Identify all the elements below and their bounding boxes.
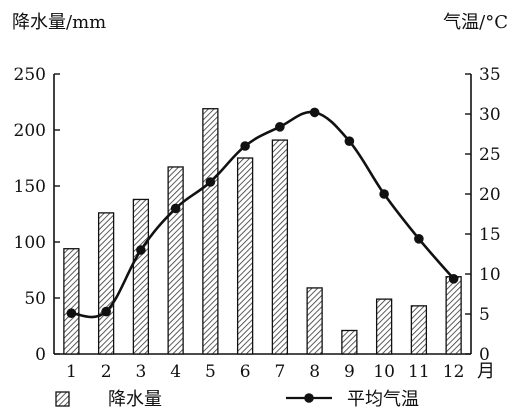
x-tick-label: 7 [274, 362, 285, 382]
precipitation-bar [306, 287, 323, 355]
right-y-tick-label: 35 [479, 65, 501, 85]
legend-precipitation-label: 降水量 [108, 389, 162, 410]
temperature-point [275, 122, 285, 132]
right-y-tick-label: 15 [479, 225, 501, 245]
precipitation-bar [445, 276, 462, 355]
right-y-tick-label: 5 [479, 305, 490, 325]
temperature-point [240, 141, 250, 151]
precipitation-bar [236, 157, 254, 355]
right-y-tick-label: 20 [479, 185, 501, 205]
left-y-axis-title: 降水量/mm [12, 12, 106, 33]
precipitation-bar [97, 212, 115, 355]
right-y-tick-label: 30 [479, 105, 501, 125]
precipitation-bar [410, 305, 428, 355]
legend-temperature-marker [304, 393, 314, 403]
precipitation-bar [341, 329, 358, 355]
temperature-point [205, 177, 216, 187]
temperature-point [448, 274, 459, 284]
right-y-axis-title: 气温/°C [443, 12, 508, 33]
temperature-point [309, 107, 320, 118]
left-y-tick-label: 150 [14, 177, 46, 197]
x-axis-unit-label: 月 [477, 361, 495, 382]
legend-temperature-label: 平均气温 [347, 389, 419, 410]
right-y-tick-label: 10 [479, 265, 501, 285]
left-y-tick-label: 100 [14, 233, 46, 253]
left-y-tick-label: 200 [14, 121, 46, 141]
x-tick-label: 9 [344, 362, 355, 382]
x-tick-label: 8 [309, 362, 320, 382]
left-y-tick-label: 250 [14, 65, 46, 85]
x-tick-label: 1 [66, 362, 77, 382]
precipitation-bar [271, 139, 289, 355]
temperature-point [101, 306, 111, 317]
temperature-point [66, 308, 77, 319]
precipitation-bar [63, 248, 80, 355]
x-tick-label: 6 [240, 362, 251, 382]
precipitation-bar [132, 198, 150, 355]
x-tick-label: 10 [373, 362, 395, 382]
x-tick-label: 2 [101, 362, 112, 382]
right-y-tick-label: 0 [479, 345, 490, 365]
precipitation-bar [375, 298, 393, 355]
precipitation-bar [202, 108, 219, 355]
temperature-point [414, 234, 424, 244]
x-tick-label: 4 [170, 362, 181, 382]
left-y-tick-label: 50 [24, 289, 46, 309]
legend-precipitation-swatch [55, 391, 70, 407]
precipitation-bar [167, 166, 184, 355]
temperature-point [170, 203, 181, 214]
right-y-tick-label: 25 [479, 145, 501, 165]
x-tick-label: 3 [135, 362, 146, 382]
x-tick-label: 5 [205, 362, 216, 382]
temperature-point [344, 136, 355, 146]
temperature-point [379, 189, 389, 199]
temperature-point [136, 245, 146, 255]
x-tick-label: 12 [443, 362, 465, 382]
x-tick-label: 11 [408, 362, 430, 382]
temperature-line [71, 110, 455, 319]
left-y-tick-label: 0 [35, 345, 46, 365]
